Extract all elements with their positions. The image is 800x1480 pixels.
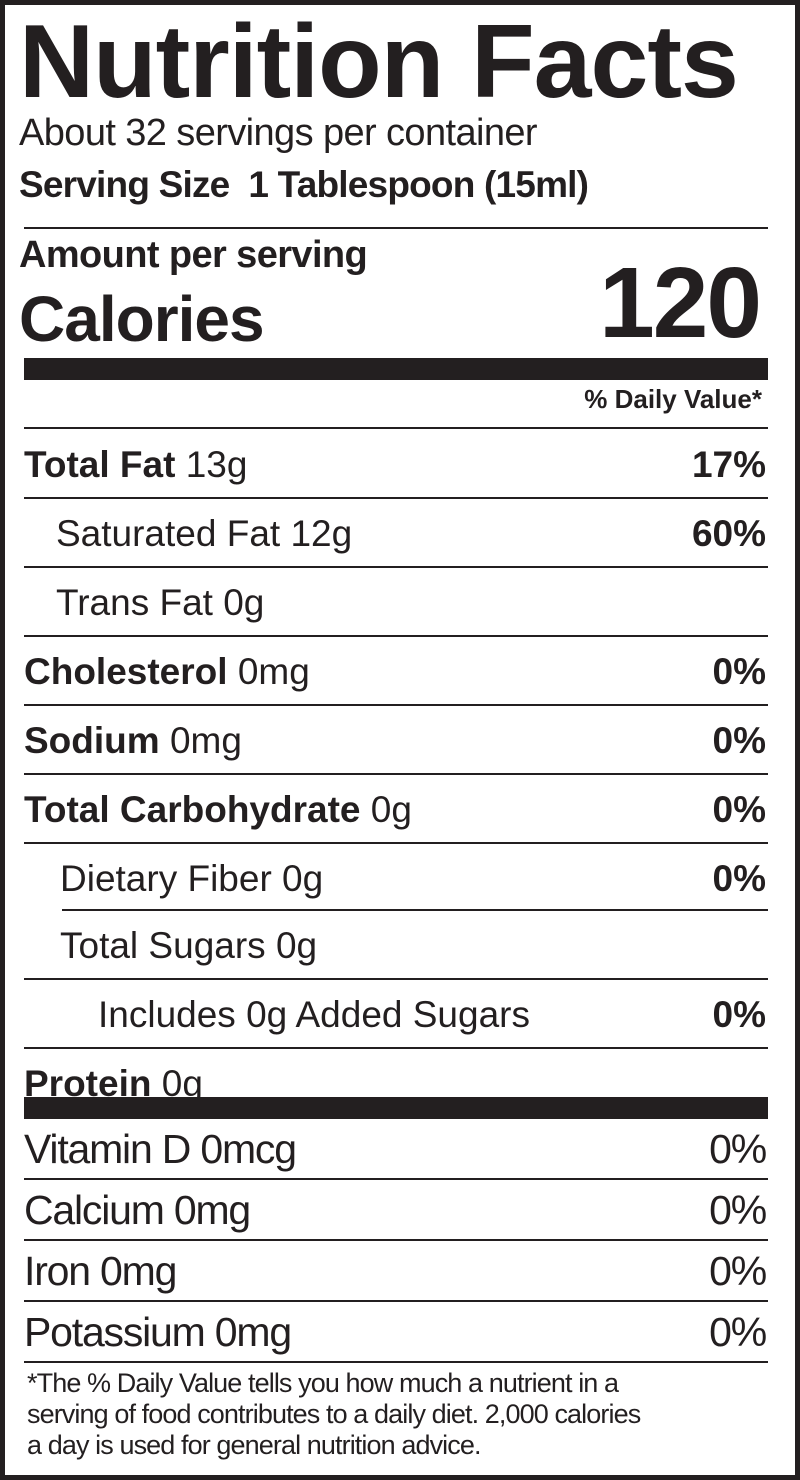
nutrient-amount: 0g xyxy=(360,789,412,830)
nutrient-row: Saturated Fat 12g 60% xyxy=(24,499,768,568)
calories-value: 120 xyxy=(599,247,762,359)
nutrient-name: Total Carbohydrate xyxy=(24,789,361,830)
daily-value-header: % Daily Value* xyxy=(584,384,762,414)
label-title: Nutrition Facts xyxy=(19,4,739,120)
vitamin-daily-value: 0% xyxy=(709,1187,767,1233)
nutrient-daily-value: 60% xyxy=(691,513,766,554)
nutrient-row: Total Carbohydrate 0g 0% xyxy=(24,775,768,844)
thick-divider xyxy=(24,358,768,380)
divider xyxy=(24,227,768,229)
footnote-line: *The % Daily Value tells you how much a … xyxy=(27,1368,619,1398)
vitamin-row: Potassium 0mg 0% xyxy=(24,1302,768,1363)
nutrient-row: Total Sugars 0g xyxy=(24,911,768,980)
nutrient-daily-value: 17% xyxy=(691,444,766,485)
divider xyxy=(62,909,768,911)
vitamin-list: Vitamin D 0mcg 0% Calcium 0mg 0% Iron 0mg 0% P… xyxy=(24,1119,768,1363)
nutrient-amount: Dietary Fiber 0g xyxy=(60,858,324,899)
vitamin-row: Vitamin D 0mcg 0% xyxy=(24,1119,768,1180)
vitamin-row: Calcium 0mg 0% xyxy=(24,1180,768,1241)
footnote-line: a day is used for general nutrition advi… xyxy=(27,1430,481,1460)
nutrient-row: Dietary Fiber 0g 0% xyxy=(24,844,768,911)
nutrient-name: Sodium xyxy=(24,720,160,761)
vitamin-row: Iron 0mg 0% xyxy=(24,1241,768,1302)
nutrient-row: Total Fat 13g 17% xyxy=(24,430,768,499)
nutrient-daily-value: 0% xyxy=(712,720,766,761)
nutrient-list: Total Fat 13g 17% Saturated Fat 12g 60% Tran… xyxy=(24,430,768,1111)
nutrient-amount: Includes 0g Added Sugars xyxy=(98,994,530,1035)
thick-divider xyxy=(24,1097,768,1119)
nutrient-name: Cholesterol xyxy=(24,651,228,692)
nutrient-daily-value: 0% xyxy=(712,651,766,692)
nutrient-row: Sodium 0mg 0% xyxy=(24,706,768,775)
footnote: *The % Daily Value tells you how much a … xyxy=(27,1368,641,1461)
nutrient-amount: 13g xyxy=(175,444,248,485)
vitamin-label: Vitamin D 0mcg xyxy=(24,1126,297,1172)
nutrient-daily-value: 0% xyxy=(712,994,766,1035)
vitamin-label: Iron 0mg xyxy=(24,1248,177,1294)
nutrient-amount: Trans Fat 0g xyxy=(56,582,265,623)
nutrient-daily-value: 0% xyxy=(712,858,766,899)
nutrient-row: Cholesterol 0mg 0% xyxy=(24,637,768,706)
vitamin-daily-value: 0% xyxy=(709,1309,767,1355)
calories-label: Calories xyxy=(19,283,265,355)
serving-size: Serving Size 1 Tablespoon (15ml) xyxy=(19,164,589,205)
nutrient-amount: 0mg xyxy=(227,651,310,692)
amount-per-serving: Amount per serving xyxy=(19,234,368,276)
vitamin-label: Calcium 0mg xyxy=(24,1187,251,1233)
footnote-line: serving of food contributes to a daily d… xyxy=(27,1399,641,1429)
nutrient-row: Trans Fat 0g xyxy=(24,568,768,637)
nutrient-amount: Saturated Fat 12g xyxy=(56,513,353,554)
divider xyxy=(24,427,768,429)
vitamin-label: Potassium 0mg xyxy=(24,1309,292,1355)
vitamin-daily-value: 0% xyxy=(709,1126,767,1172)
nutrient-daily-value: 0% xyxy=(712,789,766,830)
nutrient-row: Includes 0g Added Sugars 0% xyxy=(24,980,768,1049)
nutrient-amount: Total Sugars 0g xyxy=(60,925,318,966)
nutrient-name: Total Fat xyxy=(24,444,176,485)
servings-per-container: About 32 servings per container xyxy=(19,112,538,154)
nutrient-amount: 0mg xyxy=(159,720,242,761)
vitamin-daily-value: 0% xyxy=(709,1248,767,1294)
